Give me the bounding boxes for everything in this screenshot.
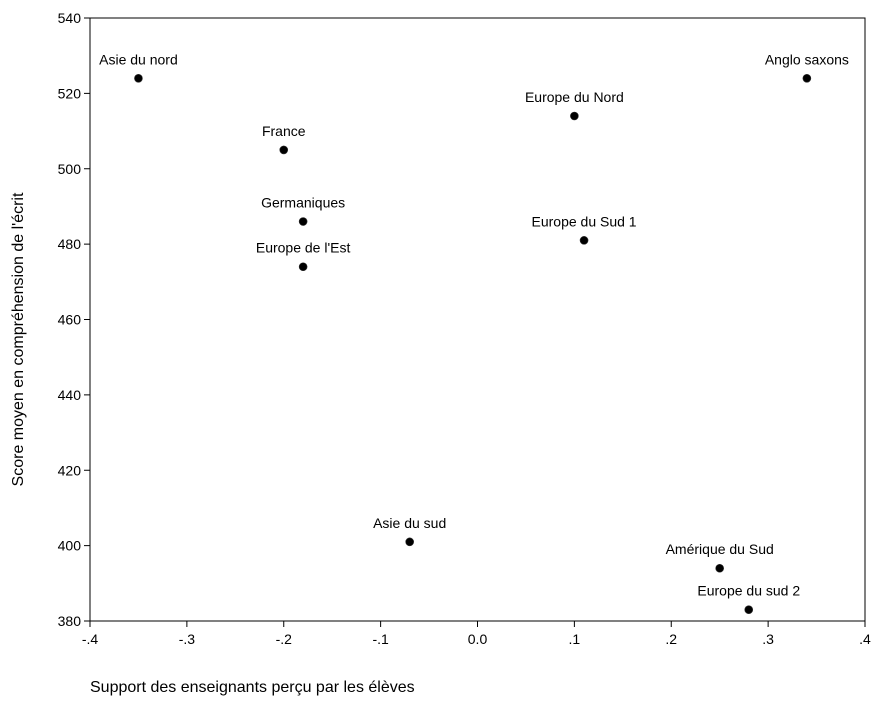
point-label: Europe du sud 2 — [697, 583, 800, 599]
x-tick-label: -.1 — [372, 631, 389, 647]
plot-area-frame — [89, 17, 866, 622]
data-point — [279, 145, 289, 155]
x-tick-label: -.4 — [82, 631, 99, 647]
data-point — [579, 236, 589, 245]
x-tick-label: -.2 — [276, 631, 293, 647]
y-axis-label: Score moyen en compréhension de l'écrit — [10, 192, 27, 486]
data-point — [570, 111, 579, 121]
point-label: Germaniques — [261, 195, 345, 211]
data-point — [715, 563, 724, 573]
y-tick-label: 540 — [58, 10, 82, 26]
point-label: Europe du Sud 1 — [532, 213, 637, 229]
y-tick-label: 380 — [58, 613, 82, 629]
y-tick-label: 440 — [58, 387, 82, 403]
x-tick-label: 0.0 — [468, 631, 488, 647]
x-tick-label: .3 — [762, 631, 774, 647]
y-tick-label: 460 — [58, 312, 82, 328]
x-axis-ticks: -.4 -.3 -.2 -.1 0.0 .1 .2 .3 .4 — [82, 621, 871, 647]
data-point — [744, 605, 754, 614]
y-axis-ticks: 380 400 420 440 460 480 500 520 540 — [58, 10, 90, 629]
x-tick-label: .4 — [859, 631, 871, 647]
data-point — [134, 74, 143, 83]
y-tick-label: 480 — [58, 236, 82, 252]
data-point — [298, 217, 308, 226]
x-tick-label: .1 — [569, 631, 581, 647]
y-tick-label: 500 — [58, 161, 82, 177]
x-axis-label: Support des enseignants perçu par les él… — [90, 679, 415, 696]
y-tick-label: 520 — [58, 85, 82, 101]
data-points: Asie du nord Anglo saxons Europe du Nord Fr… — [99, 51, 849, 614]
data-point — [298, 262, 308, 272]
x-tick-label: -.3 — [179, 631, 196, 647]
point-label: France — [262, 123, 306, 139]
data-point — [802, 74, 812, 83]
x-tick-label: .2 — [665, 631, 677, 647]
point-label: Amérique du Sud — [666, 541, 774, 557]
point-label: Europe de l'Est — [256, 240, 351, 256]
point-label: Anglo saxons — [765, 51, 849, 67]
y-tick-label: 420 — [58, 462, 82, 478]
point-label: Asie du sud — [373, 515, 446, 531]
point-label: Asie du nord — [99, 51, 178, 67]
data-point — [405, 537, 414, 547]
point-label: Europe du Nord — [525, 89, 624, 105]
y-tick-label: 400 — [58, 538, 82, 554]
